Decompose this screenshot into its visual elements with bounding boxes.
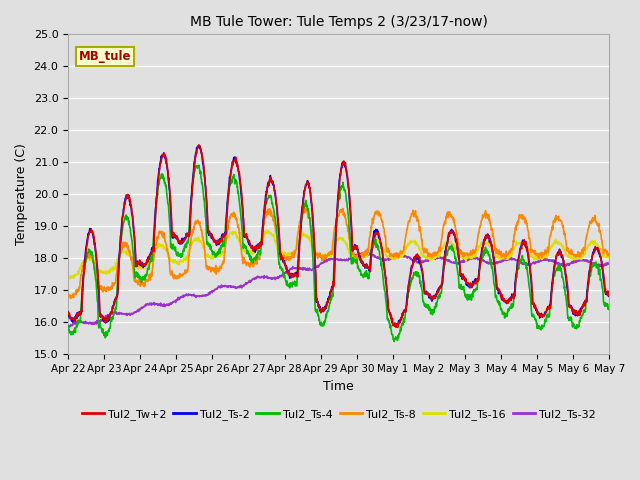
Title: MB Tule Tower: Tule Temps 2 (3/23/17-now): MB Tule Tower: Tule Temps 2 (3/23/17-now… bbox=[190, 15, 488, 29]
Text: MB_tule: MB_tule bbox=[79, 50, 131, 63]
Legend: Tul2_Tw+2, Tul2_Ts-2, Tul2_Ts-4, Tul2_Ts-8, Tul2_Ts-16, Tul2_Ts-32: Tul2_Tw+2, Tul2_Ts-2, Tul2_Ts-4, Tul2_Ts… bbox=[77, 405, 600, 424]
Y-axis label: Temperature (C): Temperature (C) bbox=[15, 144, 28, 245]
X-axis label: Time: Time bbox=[323, 380, 354, 393]
